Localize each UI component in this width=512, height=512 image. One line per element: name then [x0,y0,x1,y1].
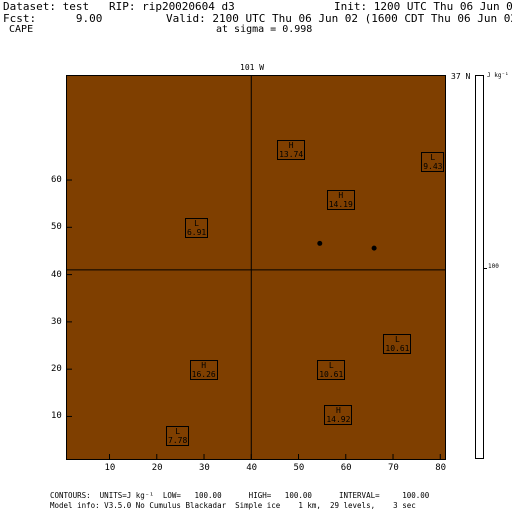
extremum-type: L [328,361,334,371]
x-tick-label: 20 [151,463,163,473]
x-tick-label: 80 [435,463,447,473]
contours-info: CONTOURS: UNITS=J kg⁻¹ LOW= 100.00 HIGH=… [50,491,430,500]
valid-time: Valid: 2100 UTC Thu 06 Jun 02 (1600 CDT … [166,12,512,25]
extremum-type: H [335,406,341,416]
x-tick-label: 50 [293,463,305,473]
y-tick-label: 20 [51,364,62,375]
field-name: CAPE [3,24,34,35]
low-extremum-label: L 10.61 [383,334,412,355]
extremum-type: L [430,153,436,163]
sigma-level: at sigma = 0.998 [216,24,313,35]
extremum-type: L [395,335,400,345]
latitude-label: 37 N [451,72,471,81]
x-tick-label: 30 [199,463,210,473]
model-info: Model info: V3.5.0 No Cumulus Blackadar … [50,501,416,510]
high-extremum-label: H 13.74 [277,140,306,161]
y-tick-label: 30 [51,316,62,327]
extremum-type: L [194,219,199,229]
x-tick-label: 40 [246,463,258,473]
cape-fill [67,76,445,459]
extremum-type: H [288,141,294,151]
low-extremum-label: L 7.78 [166,426,190,447]
station-point [371,245,377,251]
station-point [317,240,323,246]
init-time: Init: 1200 UTC Thu 06 Jun 02 [334,0,512,13]
colorbar-tick [484,268,487,269]
extremum-value: 7.78 [168,436,188,446]
x-tick-label: 60 [340,463,352,473]
low-extremum-label: L 6.91 [184,218,209,239]
x-tick-label: 70 [388,463,399,473]
colorbar-units: J kg⁻¹ [487,72,509,79]
extremum-value: 9.43 [423,162,443,172]
extremum-value: 10.61 [319,370,344,380]
extremum-type: H [201,361,207,371]
y-tick-label: 40 [51,269,62,280]
color-bar [475,75,487,459]
map-plot-area: H 13.74 L 9.43 H 14.19 L 6.91 L 10.61 H 16.26 L 10.61… [66,75,446,460]
y-tick-label: 10 [51,411,62,422]
high-extremum-label: H 14.19 [326,189,355,210]
extremum-value: 6.91 [186,228,207,238]
high-extremum-label: H 16.26 [189,360,218,381]
extremum-value: 10.61 [385,344,410,354]
extremum-type: H [338,190,344,200]
colorbar-label: 100 [488,263,499,270]
x-tick-label: 10 [104,463,116,473]
extremum-type: L [175,427,181,437]
map-canvas [67,76,445,459]
extremum-value: 13.74 [279,150,304,160]
forecast-hour: Fcst: 9.00 [3,12,103,25]
y-tick-label: 60 [51,175,62,186]
extremum-value: 14.19 [328,199,353,209]
high-extremum-label: H 14.92 [324,405,353,426]
y-tick-label: 50 [51,222,62,233]
extremum-value: 14.92 [326,415,351,425]
low-extremum-label: L 10.61 [317,360,346,381]
longitude-label: 101 W [240,63,265,72]
extremum-value: 16.26 [191,370,216,380]
low-extremum-label: L 9.43 [421,152,445,173]
dataset-label: Dataset: test RIP: rip20020604 d3 [3,0,235,13]
